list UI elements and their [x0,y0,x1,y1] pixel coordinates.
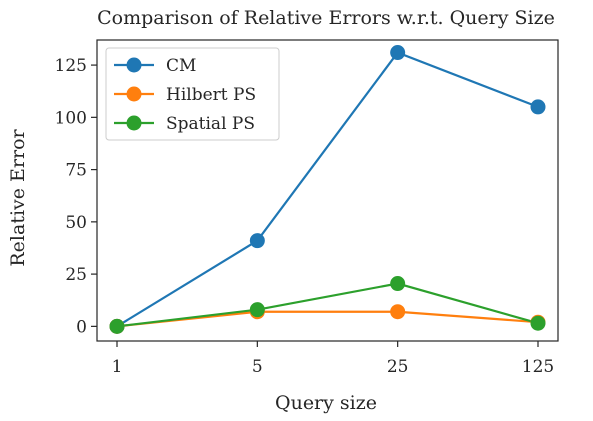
y-tick-label-5: 125 [55,56,87,76]
legend-label-2: Spatial PS [166,114,255,134]
legend-marker-0 [126,57,142,73]
chart-title: Comparison of Relative Errors w.r.t. Que… [97,7,555,29]
data-point-0-2 [390,45,406,61]
x-tick-label-3: 125 [522,357,554,377]
data-point-2-1 [249,302,265,318]
data-point-1-2 [390,304,406,320]
y-tick-label-4: 100 [55,108,87,128]
legend-box [105,47,280,141]
plot-frame [96,39,559,342]
series-line-0 [116,51,539,328]
legend-label-0: CM [166,56,196,76]
y-tick-label-3: 75 [65,161,87,181]
y-tick-label-1: 25 [65,265,87,285]
x-axis-label: Query size [275,392,377,414]
legend-label-1: Hilbert PS [166,85,256,105]
y-axis-label: Relative Error [7,128,29,266]
y-tick-label-2: 50 [65,213,87,233]
data-point-0-1 [249,233,265,249]
y-tick-label-0: 0 [76,317,87,337]
data-point-2-0 [109,318,125,334]
x-tick-label-2: 25 [387,357,409,377]
legend: CM Hilbert PS Spatial PS [105,47,280,141]
data-point-0-3 [530,99,546,115]
legend-marker-2 [126,115,142,131]
legend-marker-1 [126,86,142,102]
series-line-2 [116,282,539,328]
data-point-2-2 [390,276,406,292]
x-tick-label-0: 1 [112,357,123,377]
plot-area: 0 25 50 75 100 125 1 5 25 125 CM Hilbert PS Spatial … [55,39,559,377]
x-tick-label-1: 5 [252,357,263,377]
data-point-2-3 [530,315,546,331]
